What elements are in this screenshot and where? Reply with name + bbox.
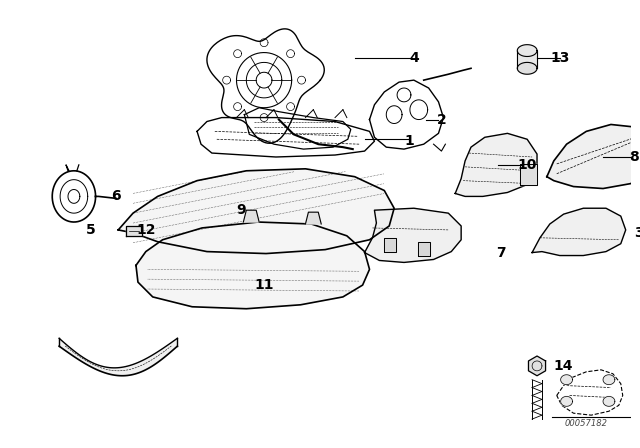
Text: 13: 13 xyxy=(550,52,570,65)
Polygon shape xyxy=(305,212,321,224)
Text: 9: 9 xyxy=(237,203,246,217)
Text: 3: 3 xyxy=(634,226,640,240)
Polygon shape xyxy=(369,80,444,149)
Polygon shape xyxy=(520,164,537,185)
Text: 6: 6 xyxy=(111,190,121,203)
Text: 4: 4 xyxy=(409,52,419,65)
Text: 2: 2 xyxy=(436,112,446,126)
Polygon shape xyxy=(561,396,573,406)
Polygon shape xyxy=(410,100,428,120)
Polygon shape xyxy=(197,117,374,157)
Text: 1: 1 xyxy=(404,134,414,148)
Text: 10: 10 xyxy=(518,158,537,172)
Text: 8: 8 xyxy=(628,150,639,164)
Text: 14: 14 xyxy=(554,359,573,373)
Polygon shape xyxy=(603,375,615,385)
Polygon shape xyxy=(603,396,615,406)
Text: 00057182: 00057182 xyxy=(564,418,608,427)
Polygon shape xyxy=(244,108,351,149)
Polygon shape xyxy=(384,238,396,252)
Polygon shape xyxy=(532,208,626,255)
Text: 11: 11 xyxy=(254,278,274,292)
Polygon shape xyxy=(557,370,623,415)
Polygon shape xyxy=(517,45,537,56)
Polygon shape xyxy=(136,222,369,309)
Polygon shape xyxy=(397,88,411,102)
Polygon shape xyxy=(517,51,537,68)
Polygon shape xyxy=(455,134,537,196)
Polygon shape xyxy=(418,242,429,255)
Text: 12: 12 xyxy=(136,223,156,237)
Polygon shape xyxy=(126,226,142,236)
Polygon shape xyxy=(387,106,402,124)
Polygon shape xyxy=(561,375,573,385)
Polygon shape xyxy=(517,62,537,74)
Polygon shape xyxy=(59,338,177,376)
Polygon shape xyxy=(118,169,394,254)
Polygon shape xyxy=(52,171,95,222)
Polygon shape xyxy=(547,125,640,189)
Polygon shape xyxy=(243,210,259,222)
Text: 7: 7 xyxy=(496,246,506,259)
Polygon shape xyxy=(207,29,324,143)
Text: 5: 5 xyxy=(86,223,95,237)
Polygon shape xyxy=(529,356,545,376)
Polygon shape xyxy=(632,132,640,176)
Polygon shape xyxy=(365,208,461,263)
